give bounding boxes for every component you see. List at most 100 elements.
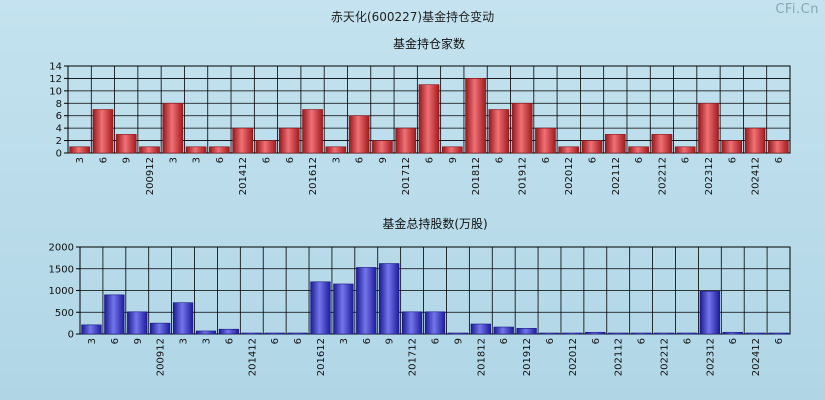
xtick-label: 6 [591, 338, 602, 344]
xtick-label: 6 [285, 157, 296, 163]
xtick-label: 6 [637, 338, 648, 344]
xtick-label: 6 [681, 157, 692, 163]
bar [348, 115, 370, 154]
xtick-label: 6 [545, 338, 556, 344]
bar [264, 332, 285, 335]
bar [447, 332, 469, 335]
xtick-label: 201612 [316, 338, 327, 376]
xtick-label: 6 [727, 157, 738, 163]
bar [745, 332, 766, 335]
bar [605, 134, 626, 154]
bar [255, 140, 277, 154]
bar [418, 84, 440, 154]
xtick-label: 9 [122, 157, 133, 163]
bar [721, 140, 743, 154]
xtick-label: 6 [774, 338, 785, 344]
xtick-label: 6 [588, 157, 599, 163]
bar [651, 134, 673, 154]
bar [630, 332, 652, 335]
ytick-label: 8 [56, 99, 62, 110]
bar [115, 134, 137, 154]
ytick-label: 0 [56, 149, 62, 160]
bar [395, 127, 417, 154]
bar [516, 328, 537, 335]
chart-title: 基金持仓家数 [393, 36, 465, 51]
xtick-label: 202012 [568, 338, 579, 376]
xtick-label: 3 [331, 157, 342, 163]
ytick-label: 12 [49, 74, 62, 85]
xtick-label: 202012 [564, 157, 575, 195]
ytick-label: 6 [56, 111, 62, 122]
bar [333, 283, 354, 335]
xtick-label: 201612 [308, 157, 319, 195]
bar [139, 146, 160, 154]
bar [372, 140, 393, 154]
bar [185, 146, 207, 154]
bar [768, 332, 789, 335]
xtick-label: 201712 [401, 157, 412, 195]
bar [768, 140, 789, 154]
bar [69, 146, 90, 154]
xtick-label: 3 [75, 157, 86, 163]
xtick-label: 9 [133, 338, 144, 344]
xtick-label: 201712 [408, 338, 419, 376]
xtick-label: 9 [453, 338, 464, 344]
xtick-label: 3 [87, 338, 98, 344]
bar [401, 311, 423, 335]
bar [424, 311, 446, 335]
xtick-label: 202312 [704, 157, 715, 195]
xtick-label: 201812 [471, 157, 482, 195]
bar [127, 311, 148, 335]
xtick-label: 6 [541, 157, 552, 163]
xtick-label: 202112 [611, 157, 622, 195]
xtick-label: 6 [270, 338, 281, 344]
ytick-label: 1500 [49, 264, 74, 275]
bar [287, 332, 308, 335]
xtick-label: 6 [728, 338, 739, 344]
xtick-label: 202412 [751, 157, 762, 195]
bar [699, 291, 720, 335]
xtick-label: 9 [448, 157, 459, 163]
bar [698, 102, 719, 154]
bar [608, 332, 629, 335]
bar [676, 332, 698, 335]
bar [232, 127, 253, 154]
bar [493, 326, 514, 335]
xtick-label: 6 [682, 338, 693, 344]
bar [172, 302, 194, 335]
page-title: 赤天化(600227)基金持仓变动 [330, 10, 495, 24]
bar [81, 324, 102, 335]
watermark: CFi.Cn [775, 2, 819, 17]
bar [325, 146, 347, 154]
xtick-label: 3 [168, 157, 179, 163]
bar [441, 146, 463, 154]
ytick-label: 2 [56, 136, 62, 147]
bar [356, 267, 377, 335]
bar [488, 109, 510, 154]
ytick-label: 14 [49, 62, 62, 73]
xtick-label: 201412 [247, 338, 258, 376]
xtick-label: 201912 [518, 157, 529, 195]
bar [209, 146, 230, 154]
bar [302, 109, 323, 154]
bar [674, 146, 696, 154]
bar [92, 109, 114, 154]
xtick-label: 202212 [657, 157, 668, 195]
bar [585, 331, 606, 335]
ytick-label: 10 [49, 86, 62, 97]
xtick-label: 6 [431, 338, 442, 344]
xtick-label: 201412 [238, 157, 249, 195]
xtick-label: 6 [261, 157, 272, 163]
bar [195, 330, 217, 335]
xtick-label: 6 [494, 157, 505, 163]
ytick-label: 4 [56, 124, 62, 135]
bar [511, 102, 533, 154]
bar [379, 263, 400, 335]
xtick-label: 3 [339, 338, 350, 344]
bar [465, 78, 486, 154]
bar [310, 281, 331, 335]
bar [470, 323, 491, 335]
bar [241, 332, 262, 335]
xtick-label: 6 [98, 157, 109, 163]
xtick-label: 202112 [614, 338, 625, 376]
